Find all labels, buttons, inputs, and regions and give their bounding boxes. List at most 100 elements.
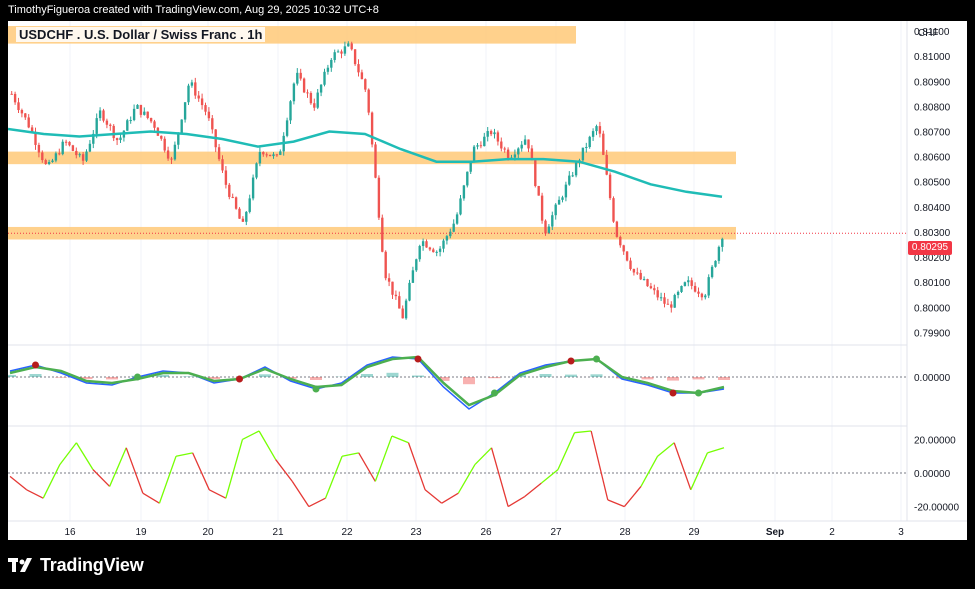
candle-body [561,197,564,200]
candle-body [438,248,442,252]
osc-segment [673,442,692,491]
candle-body [435,251,438,253]
candle-body [469,162,472,172]
time-tick-label: 2 [829,527,835,538]
macd-histogram-bar [539,374,552,377]
osc-segment [424,489,443,504]
macd-histogram-bar [718,377,730,380]
candle-body [690,280,693,286]
candle-body [462,185,466,199]
time-axis[interactable]: 16 19 20 21 22 23 26 27 28 29 Sep 2 3 [64,527,904,538]
candle-body [30,127,34,133]
candle-body [455,214,459,224]
osc-segment [142,492,160,504]
candle-body [319,84,323,93]
candle-body [211,118,214,130]
osc-tick-label: 20.00000 [914,435,956,446]
macd-cross-marker [593,355,600,363]
macd-histogram-bar [692,377,705,380]
price-tick-label: 0.80500 [914,178,951,189]
moving-average-line [7,127,723,199]
chart-frame[interactable]: 0.00000 20.00000 0.00000 -20.00000 0.81100… [4,21,967,540]
macd-cross-marker [236,375,243,383]
candle-body [551,215,554,227]
osc-segment [59,442,77,465]
price-axis[interactable]: 0.81100 0.81000 0.80900 0.80800 0.80700 0.806… [914,27,951,339]
candle-body [493,132,496,135]
candle-body [224,170,228,185]
time-tick-label: 23 [410,527,422,538]
macd-histogram-bar [488,377,501,379]
candle-body [666,303,670,305]
candle-body [673,295,676,308]
candle-body [513,154,517,158]
macd-histogram-bar [565,374,577,377]
candle-body [544,220,547,234]
osc-segment [407,442,426,491]
price-tick-label: 0.80000 [914,303,951,314]
time-tick-label: 19 [135,527,147,538]
candle-body [540,195,544,221]
candle-body [316,92,319,108]
candle-body [98,110,102,119]
candle-body [496,132,500,142]
tradingview-logo-icon [8,558,32,572]
candle-body [217,147,221,160]
candle-body [721,238,724,247]
candle-body [262,152,265,155]
macd-histogram-bar [437,377,450,381]
candle-body [207,111,211,119]
candle-body [534,160,537,186]
candle-body [81,154,85,161]
macd-cross-marker [312,385,320,393]
candle-body [160,135,163,139]
candle-body [180,119,183,133]
candle-body [228,184,231,197]
candle-body [649,286,653,289]
candle-body [425,241,428,248]
candle-body [265,154,268,156]
candle-body [146,111,149,118]
osc-segment [291,481,310,507]
candle-body [537,185,540,196]
macd-signal-line [9,355,725,407]
candle-body [642,279,646,281]
candle-body [126,120,129,131]
candle-body [251,177,255,199]
candle-body [336,51,340,53]
macd-histogram-bar [80,377,93,380]
candle-body [24,113,27,118]
candle-body [71,145,75,151]
candle-body [571,175,574,177]
candle-body [598,126,602,134]
candle-body [112,125,115,139]
candle-body [602,133,605,155]
osc-segment [42,464,61,499]
candle-body [292,83,296,102]
candle-body [588,136,591,148]
candle-body [109,124,112,126]
osc-segment [358,452,376,482]
osc-segment [574,430,592,434]
chart-title: USDCHF . U.S. Dollar / Swiss Franc . 1h [16,27,266,42]
chart-svg[interactable]: 0.00000 20.00000 0.00000 -20.00000 0.81100… [4,21,967,540]
candle-body [187,85,190,103]
candle-body [486,131,489,137]
time-tick-label: 22 [341,527,353,538]
candle-body [370,112,374,145]
candle-body [173,144,177,160]
candle-body [394,294,398,297]
candle-body [517,148,520,155]
candle-body [44,160,47,164]
candle-body [442,240,445,249]
macd-pane: 0.00000 [4,355,951,410]
last-price-tag: 0.80295 [908,241,952,255]
osc-segment [125,447,144,494]
candle-body [404,300,408,319]
candle-body [183,102,187,120]
osc-segment [607,499,625,508]
osc-segment [208,489,227,499]
candle-body [54,153,58,161]
candle-body [680,285,683,292]
candle-body [489,131,493,135]
